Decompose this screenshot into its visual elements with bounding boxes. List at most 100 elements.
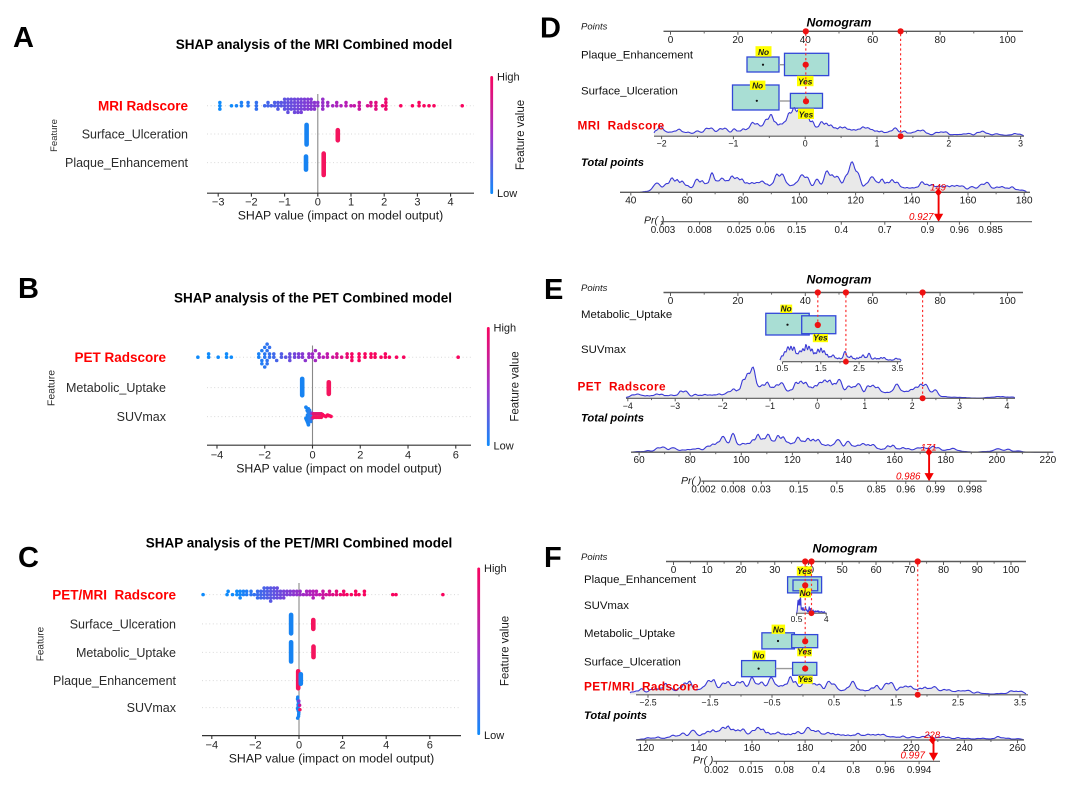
svg-text:0.5: 0.5 (791, 614, 803, 624)
svg-text:140: 140 (691, 743, 708, 754)
svg-text:F: F (544, 542, 562, 574)
svg-text:40: 40 (800, 296, 812, 307)
svg-text:Total points: Total points (581, 413, 644, 425)
svg-text:0: 0 (803, 139, 808, 149)
svg-text:0: 0 (671, 565, 677, 576)
svg-text:Metabolic_Uptake: Metabolic_Uptake (76, 646, 176, 660)
svg-text:D: D (540, 13, 561, 45)
svg-text:0.008: 0.008 (687, 225, 712, 236)
svg-text:260: 260 (1009, 743, 1026, 754)
svg-text:Pr( ): Pr( ) (693, 755, 713, 767)
svg-text:Feature: Feature (46, 370, 58, 406)
svg-text:80: 80 (935, 35, 947, 46)
svg-text:180: 180 (797, 743, 814, 754)
svg-text:MRI Radscore: MRI Radscore (578, 119, 665, 133)
svg-text:No: No (781, 303, 792, 313)
svg-text:−3: −3 (212, 197, 225, 209)
svg-text:2: 2 (946, 139, 951, 149)
svg-text:Plaque_Enhancement: Plaque_Enhancement (65, 156, 189, 170)
svg-text:Feature value: Feature value (510, 351, 522, 421)
svg-text:High: High (494, 323, 517, 335)
svg-text:0.4: 0.4 (812, 765, 826, 776)
svg-text:Surface_Ulceration: Surface_Ulceration (584, 657, 681, 669)
svg-text:10: 10 (702, 565, 714, 576)
svg-text:E: E (544, 274, 563, 306)
svg-text:60: 60 (870, 565, 882, 576)
svg-text:0.985: 0.985 (978, 225, 1003, 236)
svg-text:Low: Low (484, 730, 504, 742)
svg-text:SHAP analysis of the PET/MRI C: SHAP analysis of the PET/MRI Combined mo… (146, 536, 453, 551)
svg-text:0.008: 0.008 (721, 485, 746, 496)
svg-text:0.8: 0.8 (846, 765, 860, 776)
svg-text:Low: Low (497, 188, 517, 200)
svg-text:0.96: 0.96 (876, 765, 896, 776)
svg-text:−2: −2 (657, 139, 667, 149)
svg-text:PET/MRI Radscore: PET/MRI Radscore (52, 587, 176, 602)
svg-text:60: 60 (867, 296, 879, 307)
svg-text:No: No (800, 588, 811, 598)
svg-text:140: 140 (903, 195, 920, 206)
svg-text:0: 0 (668, 296, 674, 307)
svg-text:0.5: 0.5 (777, 363, 789, 373)
svg-text:4: 4 (824, 614, 829, 624)
svg-text:171: 171 (921, 442, 937, 453)
svg-text:Nomogram: Nomogram (807, 16, 872, 30)
svg-text:0.025: 0.025 (727, 225, 752, 236)
svg-text:−4: −4 (206, 740, 219, 752)
svg-text:Feature: Feature (36, 626, 47, 661)
svg-text:SHAP value (impact on model ou: SHAP value (impact on model output) (236, 462, 442, 476)
svg-text:0.5: 0.5 (828, 697, 840, 707)
svg-text:0: 0 (309, 450, 315, 462)
svg-text:0.015: 0.015 (739, 765, 764, 776)
svg-text:0.994: 0.994 (907, 765, 932, 776)
svg-text:220: 220 (1040, 455, 1057, 466)
svg-text:3: 3 (414, 197, 420, 209)
svg-text:−2.5: −2.5 (639, 697, 656, 707)
svg-text:0.986: 0.986 (896, 471, 921, 482)
svg-text:0.85: 0.85 (867, 485, 887, 496)
svg-text:240: 240 (956, 743, 973, 754)
svg-text:100: 100 (1003, 565, 1020, 576)
svg-text:0.96: 0.96 (950, 225, 970, 236)
svg-text:0.998: 0.998 (958, 485, 983, 496)
svg-text:−4: −4 (623, 401, 633, 411)
svg-text:Surface_Ulceration: Surface_Ulceration (581, 86, 678, 98)
svg-text:High: High (484, 563, 507, 575)
svg-text:2: 2 (910, 401, 915, 411)
svg-text:20: 20 (732, 296, 744, 307)
svg-text:High: High (497, 72, 520, 84)
svg-text:100: 100 (733, 455, 750, 466)
svg-text:2: 2 (340, 740, 346, 752)
svg-text:SHAP analysis of the PET Combi: SHAP analysis of the PET Combined model (174, 291, 452, 306)
svg-text:100: 100 (791, 195, 808, 206)
svg-text:Metabolic_Uptake: Metabolic_Uptake (581, 309, 672, 321)
svg-text:Plaque_Enhancement: Plaque_Enhancement (53, 674, 177, 688)
svg-text:PET Radscore: PET Radscore (74, 350, 166, 365)
svg-text:0.7: 0.7 (878, 225, 892, 236)
svg-text:Points: Points (581, 552, 608, 563)
svg-text:Total points: Total points (584, 710, 647, 722)
svg-text:0: 0 (815, 401, 820, 411)
svg-text:Metabolic_Uptake: Metabolic_Uptake (584, 628, 675, 640)
svg-text:30: 30 (769, 565, 781, 576)
svg-text:SHAP value (impact on model ou: SHAP value (impact on model output) (229, 752, 435, 766)
svg-text:Points: Points (581, 22, 608, 33)
svg-text:SUVmax: SUVmax (117, 410, 167, 424)
svg-text:SHAP value (impact on model ou: SHAP value (impact on model output) (238, 209, 444, 223)
svg-text:50: 50 (837, 565, 849, 576)
svg-text:60: 60 (867, 35, 879, 46)
svg-text:1.5: 1.5 (890, 697, 902, 707)
svg-text:Nomogram: Nomogram (807, 273, 872, 287)
svg-text:B: B (18, 273, 39, 305)
svg-text:0: 0 (668, 35, 674, 46)
svg-text:200: 200 (850, 743, 867, 754)
svg-text:80: 80 (935, 296, 947, 307)
svg-text:120: 120 (784, 455, 801, 466)
svg-text:2: 2 (381, 197, 387, 209)
svg-text:Plaque_Enhancement: Plaque_Enhancement (581, 50, 694, 62)
svg-text:0.4: 0.4 (834, 225, 848, 236)
svg-text:0.06: 0.06 (756, 225, 776, 236)
svg-text:−1: −1 (728, 139, 738, 149)
svg-text:60: 60 (681, 195, 693, 206)
svg-text:70: 70 (904, 565, 916, 576)
